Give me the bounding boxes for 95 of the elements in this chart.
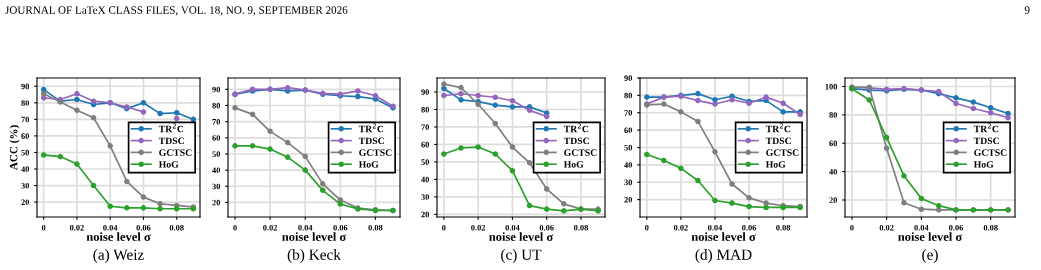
legend-label: GCTSC xyxy=(564,149,597,156)
x-tick-label: 0.08 xyxy=(574,224,589,231)
y-tick-label: 40 xyxy=(212,167,221,174)
legend-label: HoG xyxy=(358,161,379,168)
y-tick-label: 100 xyxy=(825,83,838,90)
text: JOURNAL OF LaTeX CLASS FILES, VOL. 18, NO. 9, SEPTEMBER 2026 xyxy=(5,6,348,16)
y-tick-label: 90 xyxy=(212,86,221,93)
x-axis-title: noise level σ xyxy=(86,232,151,241)
text: (b) Keck xyxy=(287,249,341,263)
y-tick-label: 20 xyxy=(829,197,838,203)
x-axis-title: noise level σ xyxy=(898,232,963,241)
x-axis-title: noise level σ xyxy=(489,232,554,241)
legend-label: TDSC xyxy=(563,137,589,145)
y-tick-label: 80 xyxy=(624,92,633,99)
x-tick-label: 0.06 xyxy=(742,224,757,231)
text: 9 xyxy=(1024,6,1030,14)
x-axis-title: noise level σ xyxy=(282,232,347,241)
legend-label: TR$^{2}$C xyxy=(358,123,384,133)
y-tick-label: 60 xyxy=(212,135,221,141)
y-tick-label: 20 xyxy=(212,199,221,206)
text: (e) xyxy=(922,249,938,263)
legend-label: HoG xyxy=(973,161,994,168)
x-tick-label: 0.02 xyxy=(69,224,84,231)
y-tick-label: 80 xyxy=(21,100,30,106)
y-tick-label: 90 xyxy=(421,89,430,95)
x-tick-label: 0.04 xyxy=(298,224,313,231)
y-tick-label: 40 xyxy=(21,166,30,172)
y-tick-label: 40 xyxy=(624,162,633,168)
x-tick-label: 0.06 xyxy=(539,224,554,231)
x-axis-title: noise level σ xyxy=(691,232,756,241)
y-tick-label: 20 xyxy=(421,211,430,218)
y-tick-label: 70 xyxy=(624,110,633,116)
x-tick-label: 0 xyxy=(850,224,854,231)
legend-label: TR$^{2}$C xyxy=(973,123,999,133)
y-tick-label: 80 xyxy=(421,106,430,113)
x-tick-label: 0.04 xyxy=(914,224,929,231)
legend-label: GCTSC xyxy=(974,149,1007,156)
legend-label: TDSC xyxy=(973,137,999,145)
y-tick-label: 50 xyxy=(421,159,430,165)
y-tick-label: 50 xyxy=(212,151,221,157)
y-tick-label: 80 xyxy=(829,112,838,118)
x-tick-label: 0.04 xyxy=(505,224,520,231)
x-tick-label: 0.02 xyxy=(673,224,688,231)
legend-label: HoG xyxy=(158,161,179,168)
legend-label: TR$^{2}$C xyxy=(765,123,791,133)
x-tick-label: 0 xyxy=(645,224,649,231)
text: (d) MAD xyxy=(695,249,752,263)
x-tick-label: 0.08 xyxy=(368,224,383,231)
x-tick-label: 0 xyxy=(41,224,46,231)
legend-label: GCTSC xyxy=(766,149,799,156)
legend-label: GCTSC xyxy=(159,149,192,156)
y-tick-label: 20 xyxy=(21,199,30,206)
legend-label: HoG xyxy=(563,161,584,168)
x-tick-label: 0.04 xyxy=(708,224,723,231)
x-tick-label: 0.08 xyxy=(169,224,184,231)
y-tick-label: 30 xyxy=(21,182,30,189)
y-tick-label: 70 xyxy=(212,118,221,125)
y-tick-label: 40 xyxy=(421,176,430,183)
y-tick-label: 30 xyxy=(212,183,221,190)
text: (c) UT xyxy=(501,249,542,263)
legend-label: TR$^{2}$C xyxy=(563,123,589,133)
y-axis-title: ACC (%) xyxy=(9,125,20,171)
y-tick-label: 50 xyxy=(21,149,30,156)
legend-label: TDSC xyxy=(358,137,384,145)
y-tick-label: 90 xyxy=(21,83,30,90)
y-tick-label: 60 xyxy=(624,127,633,134)
y-tick-label: 50 xyxy=(624,144,633,151)
text: (a) Weiz xyxy=(93,249,144,263)
y-tick-label: 70 xyxy=(421,124,430,130)
x-tick-label: 0.02 xyxy=(471,224,486,231)
x-tick-label: 0.06 xyxy=(949,224,964,231)
x-tick-label: 0.04 xyxy=(103,224,118,231)
x-tick-label: 0.06 xyxy=(333,224,348,231)
x-tick-label: 0.02 xyxy=(263,224,278,231)
y-tick-label: 80 xyxy=(212,102,221,109)
x-tick-label: 0.06 xyxy=(136,224,151,231)
legend-label: HoG xyxy=(765,161,786,168)
y-tick-label: 20 xyxy=(624,196,633,203)
y-tick-label: 30 xyxy=(624,179,633,186)
x-tick-label: 0 xyxy=(442,224,446,231)
y-tick-label: 40 xyxy=(829,168,838,175)
y-tick-label: 60 xyxy=(21,133,30,139)
y-tick-label: 60 xyxy=(829,140,838,147)
x-tick-label: 0 xyxy=(233,224,237,231)
x-tick-label: 0.08 xyxy=(983,224,998,231)
legend-label: GCTSC xyxy=(359,149,392,156)
y-tick-label: 60 xyxy=(421,141,430,148)
y-tick-label: 70 xyxy=(21,116,30,123)
y-tick-label: 90 xyxy=(624,75,633,81)
x-tick-label: 0.08 xyxy=(776,224,791,231)
x-tick-label: 0.02 xyxy=(879,224,894,231)
y-tick-label: 30 xyxy=(421,194,430,200)
legend-label: TDSC xyxy=(158,137,184,145)
legend-label: TR$^{2}$C xyxy=(158,123,184,133)
legend-label: TDSC xyxy=(765,137,791,145)
